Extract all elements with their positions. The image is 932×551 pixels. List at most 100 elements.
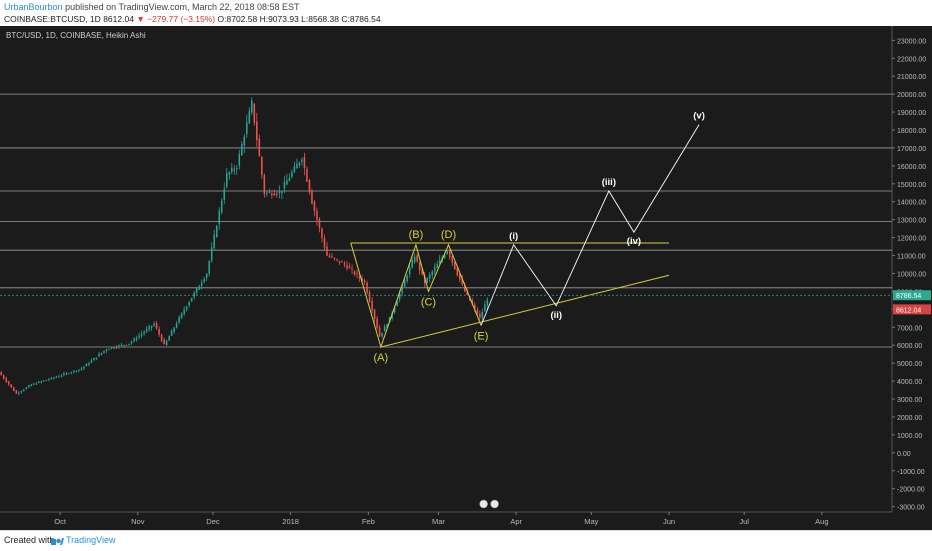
candle-body	[45, 379, 48, 381]
candle-body	[253, 103, 256, 123]
candle-body	[113, 347, 115, 349]
candle-body	[110, 347, 113, 349]
price-tick-label: 1000.00	[897, 433, 922, 440]
candle-body	[381, 332, 383, 337]
ohlc-text: O:8702.58 H:9073.93 L:8568.38 C:8786.54	[217, 14, 381, 24]
candle-body	[479, 313, 481, 318]
candle-body	[343, 263, 346, 265]
candle-body	[60, 375, 63, 377]
candle-body	[228, 172, 231, 175]
candle-body	[208, 261, 210, 274]
candle-body	[198, 286, 200, 290]
candle-body	[145, 328, 148, 332]
price-tick-label: -1000.00	[897, 469, 925, 476]
projection-wave-label: (iv)	[627, 236, 641, 247]
candle-body	[431, 271, 433, 276]
candle-body	[481, 312, 484, 319]
candle-body	[63, 373, 65, 375]
last-price-text: 8612.04	[103, 14, 134, 24]
candle-body	[175, 323, 178, 328]
price-tick-label: 3000.00	[897, 397, 922, 404]
candle-body	[225, 173, 228, 187]
time-tick-label: Aug	[815, 517, 828, 526]
candle-body	[25, 387, 28, 390]
candle-body	[38, 381, 40, 383]
candle-body	[331, 256, 333, 258]
candle-body	[346, 265, 348, 269]
candle-body	[2, 375, 5, 379]
time-tick-label: Jul	[739, 517, 749, 526]
candle-body	[471, 300, 474, 305]
candle-body	[103, 350, 105, 353]
candle-body	[213, 234, 216, 249]
author-link[interactable]: UrbanBourbon	[4, 2, 63, 12]
last-close-label: 8612.04	[896, 307, 921, 314]
candle-body	[80, 368, 83, 370]
candle-body	[188, 302, 190, 306]
candle-body	[378, 327, 381, 337]
candle-body	[451, 256, 454, 263]
price-chart[interactable]: -3000.00 -2000.00 -1000.00 0.00 1000.00 2000.…	[0, 26, 932, 530]
wave-label: (E)	[474, 330, 489, 342]
projection-wave-path	[480, 124, 700, 326]
time-tick-label: Dec	[206, 517, 220, 526]
candle-body	[241, 144, 243, 156]
candle-body	[10, 384, 13, 388]
candle-body	[484, 304, 486, 312]
price-change-text: ▼ −279.77 (−3.15%)	[136, 14, 216, 24]
candle-body	[418, 262, 421, 270]
projection-wave-label: (ii)	[550, 310, 562, 321]
time-tick-label: Oct	[54, 517, 67, 526]
candle-body	[438, 259, 441, 265]
tradingview-brand[interactable]: TradingView	[66, 535, 116, 545]
candle-body	[195, 288, 198, 294]
candle-body	[115, 347, 118, 349]
price-tick-label: 10000.00	[897, 271, 926, 278]
projection-wave-label: (v)	[693, 111, 705, 122]
created-with-text: Created with	[4, 535, 55, 545]
price-tick-label: 16000.00	[897, 164, 926, 171]
price-tick-label: 15000.00	[897, 182, 926, 189]
triangle-lower-line	[380, 274, 670, 348]
candle-body	[20, 391, 23, 393]
candle-body	[236, 168, 238, 170]
time-tick-label: Mar	[432, 517, 445, 526]
candle-body	[366, 282, 368, 293]
candle-body	[371, 300, 373, 311]
price-tick-label: 0.00	[897, 451, 911, 458]
candle-body	[286, 180, 288, 185]
candle-body	[464, 285, 466, 292]
candle-body	[23, 389, 25, 391]
candle-body	[416, 255, 418, 262]
price-tick-label: 7000.00	[897, 325, 922, 332]
publication-line: UrbanBourbon published on TradingView.co…	[4, 2, 300, 12]
price-tick-label: 14000.00	[897, 200, 926, 207]
current-price-label: 8786.54	[896, 293, 921, 300]
candle-body	[356, 273, 358, 275]
candle-body	[388, 316, 391, 323]
candle-body	[271, 193, 273, 196]
time-tick-label: 2018	[282, 517, 299, 526]
candle-body	[256, 121, 258, 140]
candle-body	[128, 343, 130, 345]
candle-body	[303, 156, 306, 168]
candle-body	[200, 282, 203, 286]
chart-background	[0, 26, 932, 530]
candle-body	[466, 291, 469, 295]
candle-body	[301, 159, 303, 162]
projection-wave-label: (iii)	[602, 177, 616, 188]
candle-body	[210, 247, 213, 261]
price-tick-label: 17000.00	[897, 146, 926, 153]
chart-area[interactable]: -3000.00 -2000.00 -1000.00 0.00 1000.00 2000.…	[0, 26, 932, 530]
candle-body	[353, 271, 356, 275]
candle-body	[70, 372, 73, 374]
price-tick-label: 20000.00	[897, 92, 926, 99]
candle-body	[278, 191, 281, 193]
candle-body	[238, 153, 241, 166]
time-tick-label: Feb	[362, 517, 375, 526]
candle-body	[35, 383, 38, 385]
candle-body	[58, 376, 60, 378]
candle-body	[251, 100, 253, 113]
candle-body	[100, 352, 103, 355]
candle-body	[173, 327, 175, 332]
